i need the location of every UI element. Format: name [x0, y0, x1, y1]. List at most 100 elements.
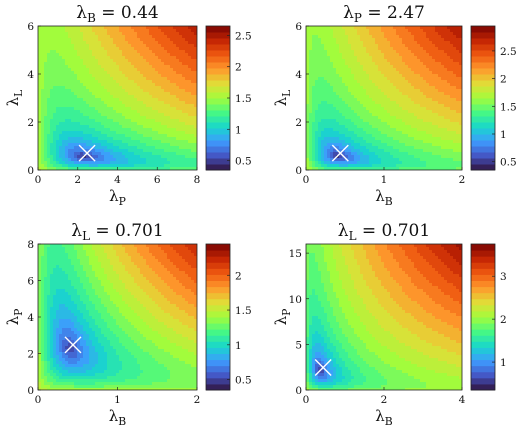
contour-cell	[306, 68, 310, 72]
contour-cell	[351, 104, 355, 108]
contour-cell	[80, 71, 84, 75]
contour-cell	[140, 134, 144, 138]
contour-cell	[387, 110, 391, 114]
contour-cell	[170, 71, 174, 75]
contour-cell	[411, 134, 415, 138]
contour-cell	[444, 68, 448, 72]
contour-cell	[438, 131, 442, 135]
contour-cell	[351, 98, 355, 102]
contour-cell	[411, 128, 415, 132]
contour-cell	[116, 152, 120, 156]
contour-cell	[339, 131, 343, 135]
contour-cell	[396, 80, 400, 84]
contour-cell	[71, 68, 75, 72]
contour-cell	[363, 137, 367, 141]
contour-cell	[113, 74, 117, 78]
contour-cell	[423, 149, 427, 153]
contour-cell	[125, 143, 129, 147]
contour-cell	[74, 59, 78, 63]
contour-cell	[381, 38, 385, 42]
contour-cell	[155, 53, 159, 57]
contour-cell	[134, 71, 138, 75]
contour-cell	[95, 101, 99, 105]
contour-cell	[408, 155, 412, 159]
contour-cell	[80, 80, 84, 84]
contour-cell	[453, 131, 457, 135]
contour-cell	[137, 116, 141, 120]
contour-cell	[86, 32, 90, 36]
contour-cell	[444, 41, 448, 45]
contour-cell	[164, 68, 168, 72]
contour-cell	[339, 35, 343, 39]
contour-cell	[191, 59, 195, 63]
contour-cell	[188, 29, 192, 33]
contour-cell	[423, 95, 427, 99]
contour-cell	[414, 119, 418, 123]
contour-cell	[402, 155, 406, 159]
contour-cell	[71, 77, 75, 81]
contour-cell	[402, 41, 406, 45]
contour-cell	[441, 65, 445, 69]
contour-cell	[59, 83, 63, 87]
contour-cell	[194, 146, 197, 150]
contour-cell	[68, 140, 72, 144]
contour-cell	[92, 71, 96, 75]
contour-cell	[92, 167, 96, 170]
contour-cell	[327, 158, 331, 162]
contour-cell	[98, 101, 102, 105]
contour-cell	[450, 140, 454, 144]
contour-cell	[315, 119, 319, 123]
contour-cell	[134, 125, 138, 129]
contour-cell	[68, 65, 72, 69]
contour-cell	[71, 29, 75, 33]
contour-cell	[110, 140, 114, 144]
contour-cell	[191, 122, 195, 126]
contour-cell	[140, 140, 144, 144]
contour-cell	[119, 149, 123, 153]
contour-cell	[77, 104, 81, 108]
contour-cell	[194, 155, 197, 159]
contour-cell	[315, 140, 319, 144]
contour-cell	[306, 128, 310, 132]
contour-cell	[309, 113, 313, 117]
contour-cell	[62, 98, 66, 102]
contour-cell	[143, 143, 147, 147]
contour-cell	[56, 59, 60, 63]
contour-cell	[38, 80, 42, 84]
contour-cell	[68, 143, 72, 147]
contour-cell	[137, 158, 141, 162]
contour-cell	[143, 89, 147, 93]
contour-cell	[372, 131, 376, 135]
contour-cell	[131, 131, 135, 135]
contour-cell	[44, 125, 48, 129]
contour-cell	[140, 26, 144, 30]
contour-cell	[110, 53, 114, 57]
contour-cell	[324, 59, 328, 63]
contour-cell	[417, 107, 421, 111]
contour-cell	[399, 44, 403, 48]
contour-cell	[381, 146, 385, 150]
contour-cell	[336, 83, 340, 87]
contour-cell	[125, 62, 129, 66]
contour-cell	[381, 47, 385, 51]
contour-cell	[134, 32, 138, 36]
contour-cell	[315, 149, 319, 153]
contour-cell	[327, 131, 331, 135]
contour-cell	[420, 95, 424, 99]
contour-cell	[53, 131, 57, 135]
contour-cell	[149, 74, 153, 78]
contour-cell	[393, 95, 397, 99]
contour-cell	[65, 137, 69, 141]
contour-cell	[119, 59, 123, 63]
contour-cell	[188, 80, 192, 84]
contour-cell	[137, 104, 141, 108]
contour-cell	[134, 149, 138, 153]
contour-cell	[402, 131, 406, 135]
contour-cell	[312, 65, 316, 69]
contour-cell	[309, 26, 313, 30]
contour-cell	[384, 143, 388, 147]
contour-cell	[420, 26, 424, 30]
colorbar: 0.511.522.5	[205, 25, 252, 171]
contour-cell	[146, 80, 150, 84]
contour-cell	[315, 50, 319, 54]
